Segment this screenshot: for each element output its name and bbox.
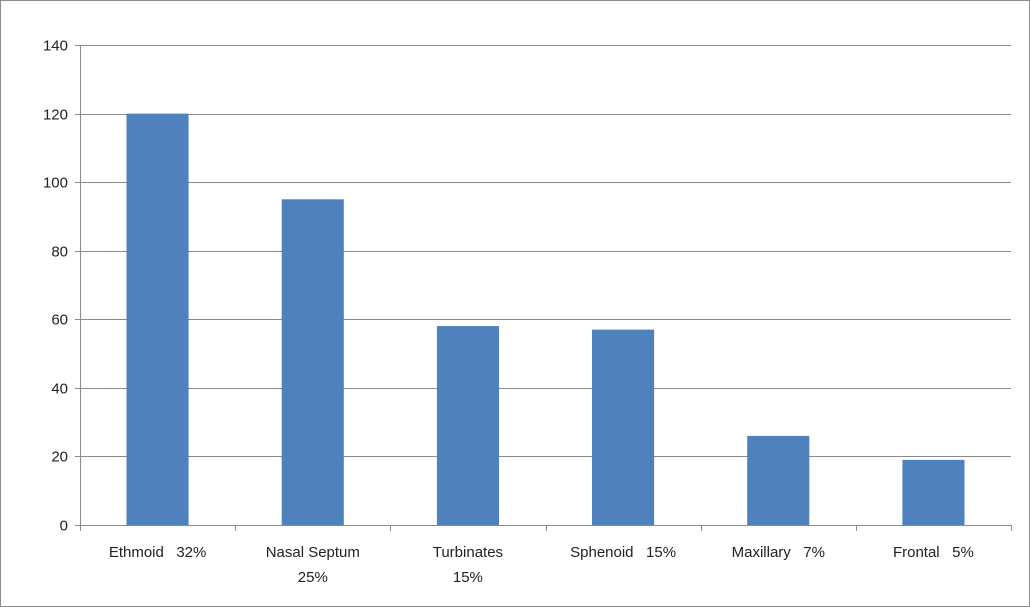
y-tick-label: 0 (60, 518, 68, 535)
y-tick-label: 20 (51, 449, 68, 466)
y-tick-label: 100 (43, 175, 68, 192)
y-tick-label: 120 (43, 107, 68, 124)
x-category-label: 25% (298, 569, 328, 586)
bar-1 (281, 199, 344, 526)
bar-2 (436, 326, 499, 525)
gridlines (80, 45, 1011, 457)
x-axis-category-labels: Ethmoid 32% Nasal Septum 25% Turbinates 15% S… (109, 544, 974, 586)
x-category-label: Sphenoid 15% (570, 544, 676, 561)
x-category-label: Turbinates (433, 544, 503, 561)
y-tick-label: 80 (51, 244, 68, 261)
x-category-label: Frontal 5% (893, 544, 974, 561)
bar-0 (126, 113, 189, 525)
bar-5 (902, 459, 965, 525)
axes (75, 45, 1012, 531)
x-category-label: Nasal Septum (266, 544, 360, 561)
bars (126, 113, 965, 526)
y-tick-label: 60 (51, 312, 68, 329)
bar-3 (592, 329, 655, 525)
bar-4 (747, 435, 810, 525)
y-tick-label: 140 (43, 38, 68, 55)
x-category-label: Ethmoid 32% (109, 544, 207, 561)
x-category-label: Maxillary 7% (732, 544, 825, 561)
y-tick-label: 40 (51, 381, 68, 398)
x-category-label: 15% (453, 569, 483, 586)
y-axis-tick-labels: 0 20 40 60 80 100 120 140 (43, 38, 68, 535)
